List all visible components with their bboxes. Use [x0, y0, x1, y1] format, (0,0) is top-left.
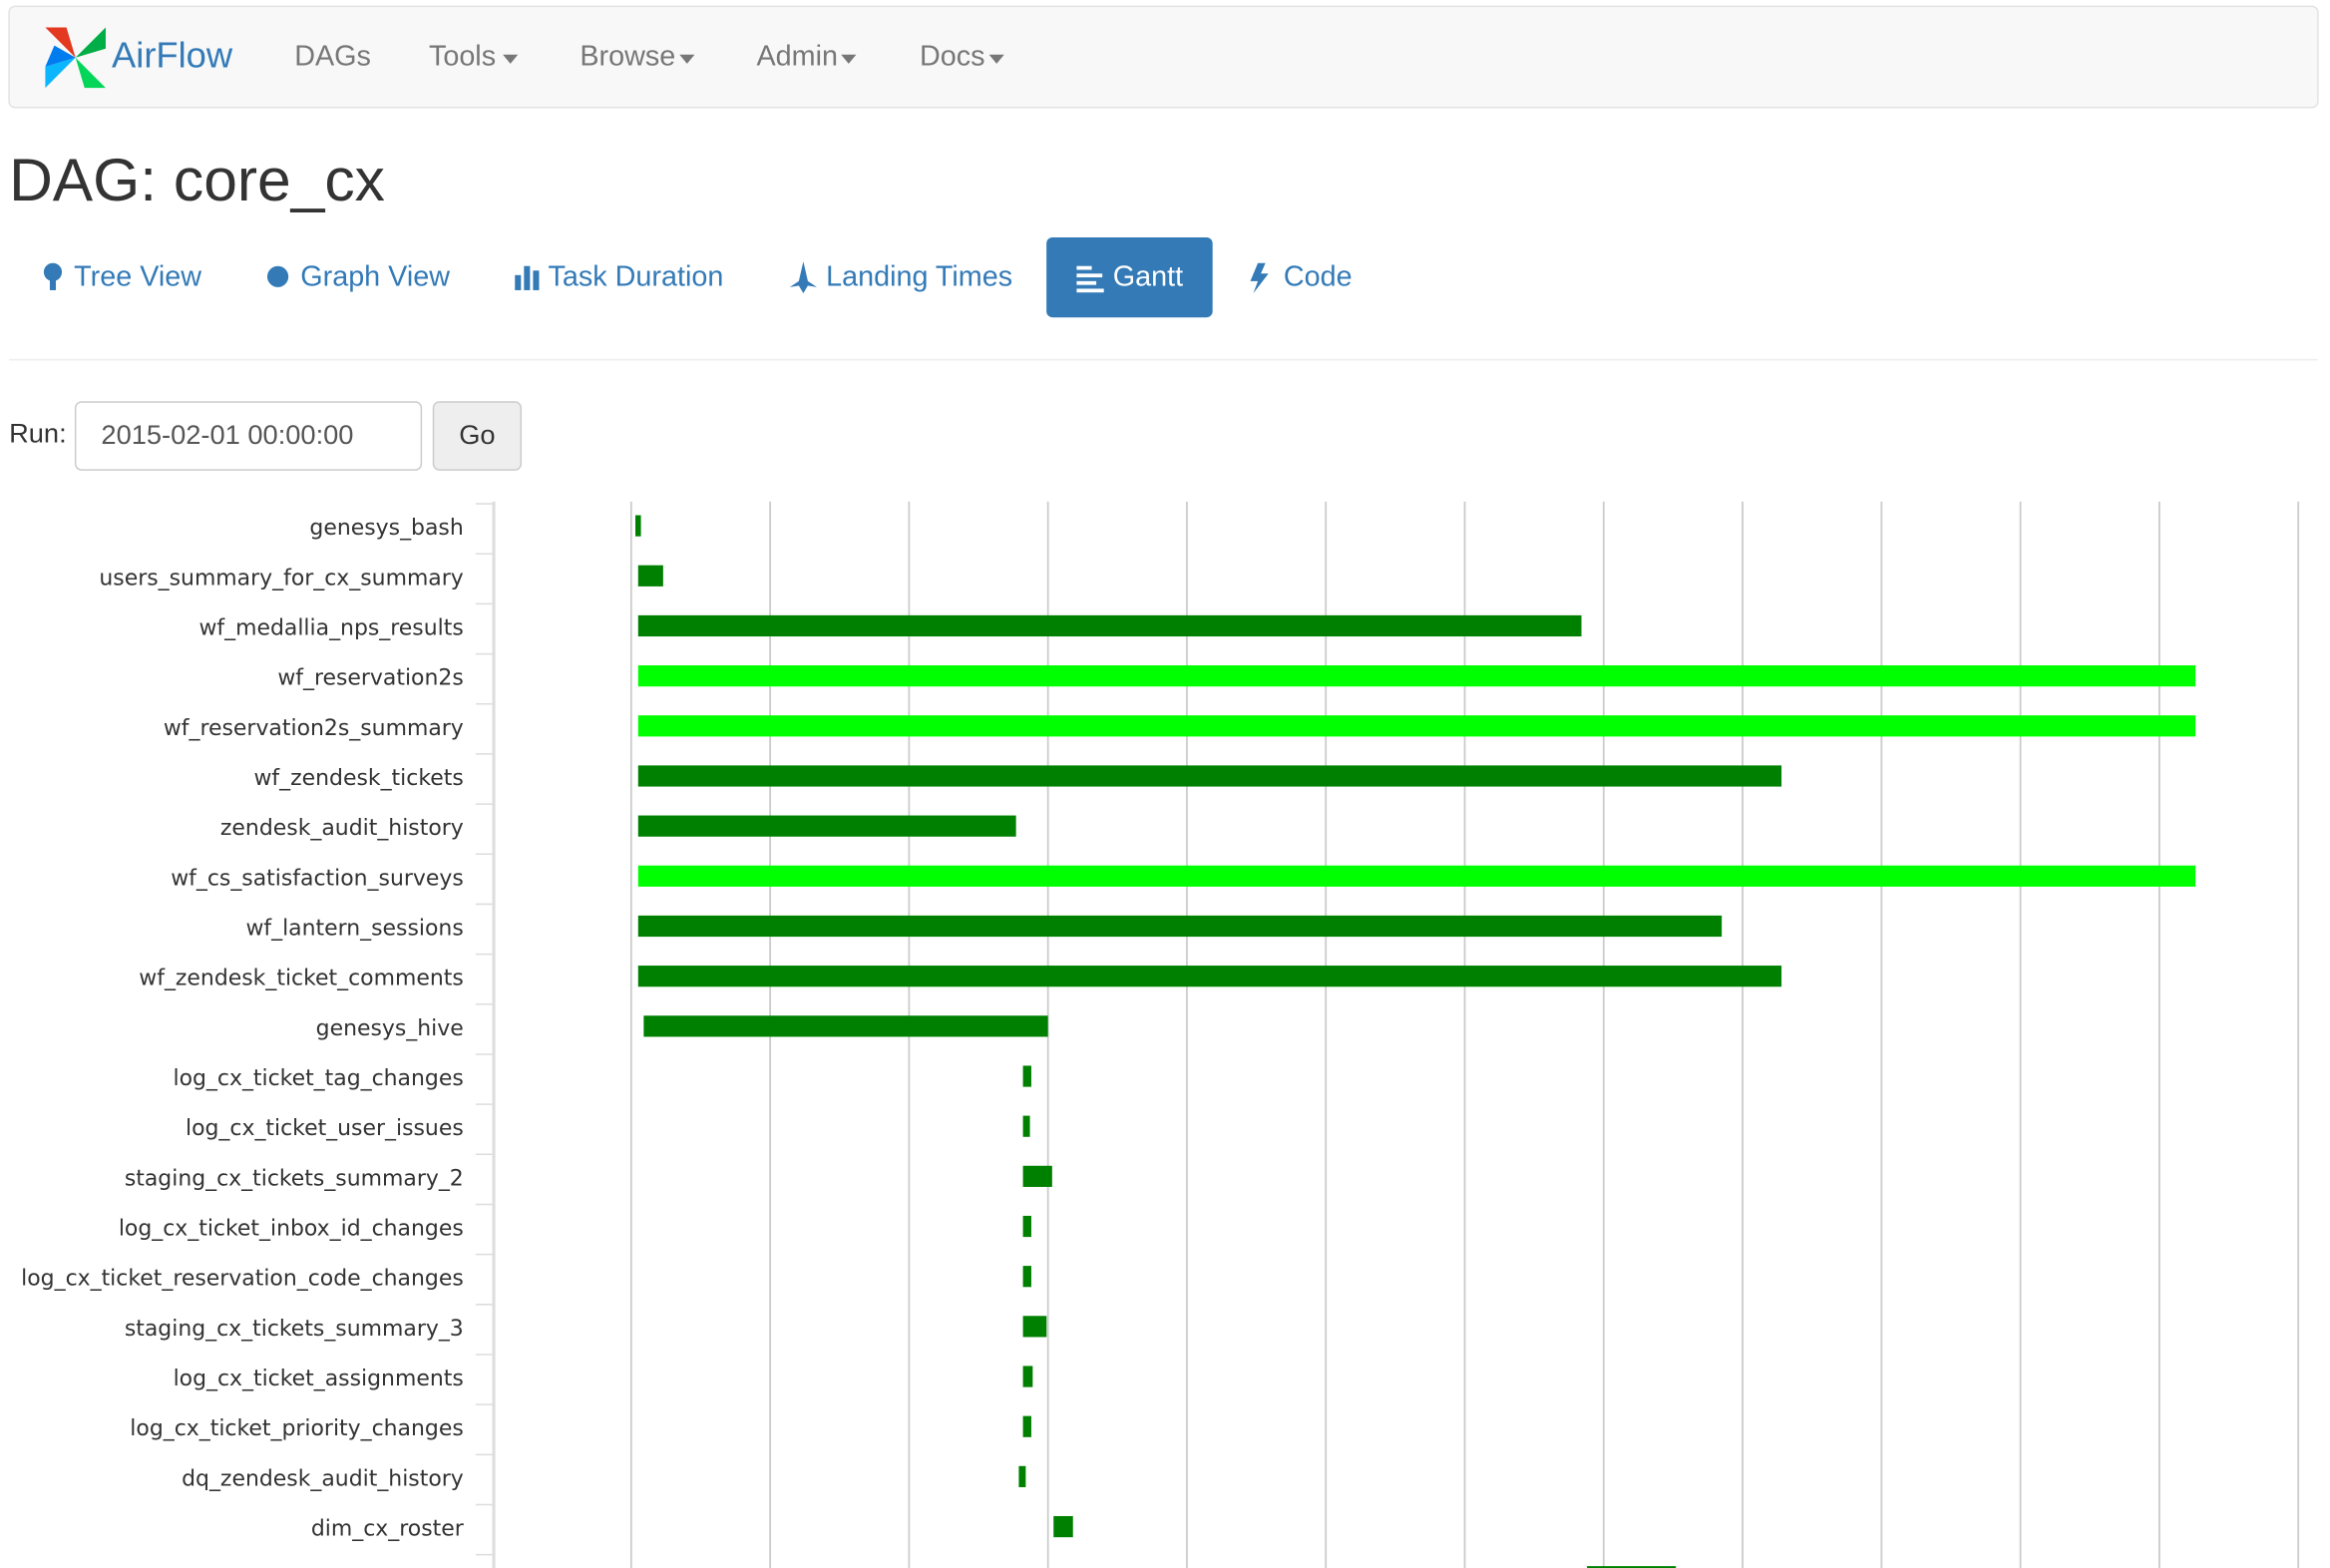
- task-bar: [1022, 1215, 1031, 1238]
- tab-active[interactable]: Gantt: [1113, 260, 1183, 292]
- y-tick-label: users_summary_for_cx_summary: [99, 566, 463, 590]
- y-tick-label: log_cx_ticket_inbox_id_changes: [119, 1217, 464, 1242]
- y-tick-label: genesys_bash: [309, 516, 463, 541]
- go-button-text[interactable]: Go: [459, 419, 495, 450]
- task-bar: [1022, 1415, 1031, 1437]
- task-bar: [637, 715, 2196, 737]
- task-bar: [1022, 1065, 1031, 1087]
- task-bar: [1022, 1316, 1047, 1338]
- task-bar: [637, 865, 2196, 887]
- y-tick-label: wf_reservation2s_summary: [164, 716, 464, 741]
- task-bar: [637, 815, 1016, 837]
- nav-item[interactable]: DAGs: [294, 40, 371, 72]
- carets: [503, 54, 1004, 64]
- active-tab-bg: [1046, 236, 1213, 318]
- y-tick-label: staging_cx_tickets_summary_2: [125, 1166, 464, 1191]
- task-bar: [635, 515, 641, 537]
- nav-item[interactable]: Browse: [580, 40, 675, 72]
- gantt-icon: [1076, 265, 1104, 293]
- task-bar: [1022, 1115, 1030, 1137]
- y-tick-label: wf_reservation2s: [277, 666, 463, 691]
- task-bar: [1053, 1515, 1073, 1538]
- task-bar: [637, 565, 663, 587]
- y-tick-label: dim_cx_roster: [311, 1517, 465, 1542]
- task-bar: [1022, 1266, 1031, 1288]
- y-tick-label: log_cx_ticket_assignments: [174, 1367, 464, 1391]
- y-tick-label: wf_lantern_sessions: [245, 917, 463, 942]
- y-tick-label: genesys_hive: [316, 1016, 464, 1041]
- go-button[interactable]: [432, 401, 523, 471]
- task-bar: [637, 665, 2196, 687]
- y-tick-label: wf_medallia_nps_results: [198, 615, 463, 640]
- task-bar: [1022, 1366, 1033, 1387]
- nav-item[interactable]: Docs: [920, 40, 985, 72]
- navbar: [8, 5, 2319, 109]
- task-bar: [637, 614, 1582, 637]
- nav-item[interactable]: Admin: [756, 40, 838, 72]
- y-tick-label: wf_zendesk_tickets: [253, 766, 463, 791]
- task-bar: [1022, 1165, 1052, 1187]
- y-tick-label: staging_cx_tickets_summary_3: [125, 1317, 464, 1342]
- tab[interactable]: Graph View: [300, 260, 450, 292]
- y-tick-label: dq_zendesk_audit_history: [182, 1466, 464, 1491]
- task-bar: [637, 915, 1723, 938]
- tab[interactable]: Code: [1284, 260, 1353, 292]
- task-bar: [643, 1015, 1048, 1037]
- y-tick-label: nps: [425, 1567, 464, 1568]
- run-label: Run:: [9, 417, 67, 448]
- nav-item[interactable]: Tools: [429, 40, 496, 72]
- task-bar: [1018, 1465, 1026, 1487]
- y-tick-label: log_cx_ticket_tag_changes: [173, 1066, 463, 1091]
- tab[interactable]: Task Duration: [549, 260, 724, 292]
- run-input[interactable]: [74, 401, 423, 471]
- page-title: DAG: core_cx: [9, 146, 385, 213]
- y-tick-label: log_cx_ticket_reservation_code_changes: [21, 1267, 464, 1292]
- y-tick-label: wf_cs_satisfaction_surveys: [171, 866, 464, 891]
- tab[interactable]: Landing Times: [826, 260, 1012, 292]
- y-tick-label: zendesk_audit_history: [220, 816, 464, 841]
- y-tick-label: log_cx_ticket_user_issues: [186, 1116, 464, 1141]
- task-bar: [637, 765, 1782, 787]
- brand[interactable]: AirFlow: [112, 34, 233, 75]
- tab[interactable]: Tree View: [74, 260, 201, 292]
- task-bar: [1587, 1566, 1677, 1568]
- y-tick-label: log_cx_ticket_priority_changes: [130, 1416, 463, 1441]
- gantt-chart: genesys_bash users_summary_for_cx_summary…: [21, 501, 2300, 1568]
- y-tick-label: wf_zendesk_ticket_comments: [139, 967, 463, 991]
- run-input-value[interactable]: 2015-02-01 00:00:00: [101, 419, 353, 450]
- tab-icons: [43, 261, 1269, 293]
- task-bar: [637, 966, 1782, 987]
